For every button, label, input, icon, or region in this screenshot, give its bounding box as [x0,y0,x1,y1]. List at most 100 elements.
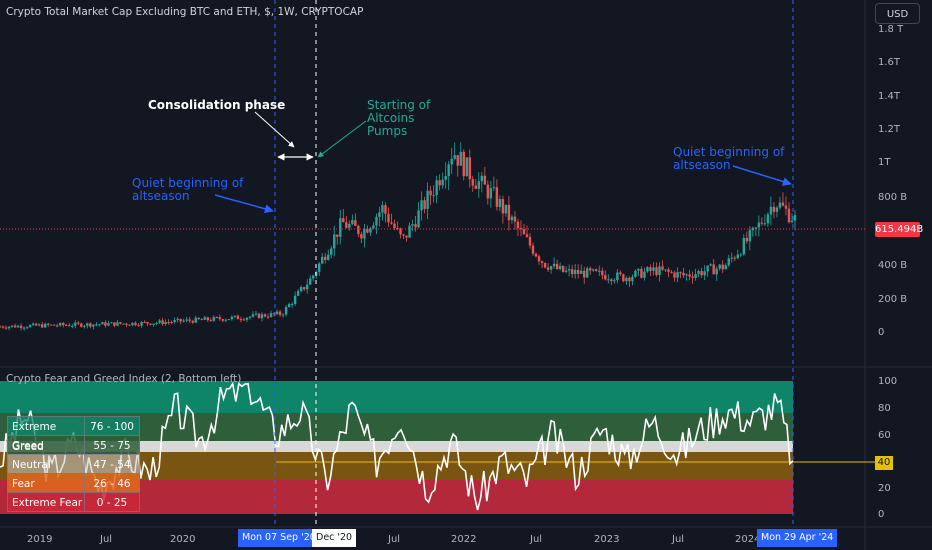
time-axis-highlight-apr-2024[interactable]: Mon 29 Apr '24 [757,529,838,547]
candle-body [345,222,348,228]
candle-body [299,287,303,292]
candle-body [19,325,23,328]
zone-neutral [0,441,793,452]
candle-body [197,317,200,320]
candle-body [10,325,14,327]
annotation-quiet-left[interactable]: Quiet beginning of altseason [132,176,244,203]
indicator-title[interactable]: Crypto Fear and Greed Index (2, Bottom l… [6,373,242,385]
candle-body [598,270,601,272]
time-axis-label: 2024 [735,534,761,545]
candle-body [4,327,8,329]
candle-body [134,322,137,326]
candle-body [637,268,640,271]
candle-body [534,253,538,257]
candle-body [435,180,438,196]
altcoin-pumps-arrow[interactable] [317,120,367,158]
candle-body [293,295,297,304]
candle-body [146,322,149,324]
indicator-axis-label: 80 [878,403,891,414]
indicator-value-tag: 40 [875,456,893,470]
legend-label: Extreme Fear [8,493,85,511]
candle-body [790,220,794,223]
candle-body [745,237,749,242]
candle-body [414,224,417,228]
chart-title[interactable]: Crypto Total Market Cap Excluding BTC an… [6,6,364,18]
candle-body [233,315,237,317]
candle-body [149,323,152,325]
candle-body [691,276,694,278]
candle-body [324,256,327,260]
candle-body [366,228,369,233]
candle-body [53,324,56,326]
candle-body [176,318,179,321]
candle-body [393,223,396,228]
candle-body [245,317,249,320]
candle-body [137,325,140,327]
candle-body [77,322,80,324]
candle-body [468,157,471,180]
price-axis-label: 1.8 T [878,24,904,35]
candle-body [573,269,577,275]
candle-body [531,245,535,254]
time-axis-label: 2022 [451,534,477,545]
candle-body [658,266,661,275]
time-axis-label: 2023 [594,534,620,545]
candle-body [305,284,309,290]
annotation-quiet-right[interactable]: Quiet beginning of altseason [673,145,785,172]
candle-body [589,268,592,271]
legend-label: Extreme Greed [8,417,85,453]
candle-body [236,315,240,320]
candle-body [766,214,770,224]
candle-body [471,179,474,186]
candle-body [287,304,291,308]
candle-body [182,320,185,322]
candle-body [601,270,604,276]
candle-body [275,311,279,315]
candle-body [522,229,526,235]
candle-body [613,280,616,282]
candle-body [215,316,219,318]
consolidation-pointer-arrow[interactable] [254,111,295,148]
annotation-altcoin-pumps[interactable]: Starting of Altcoins Pumps [367,98,431,138]
candle-body [34,323,38,326]
currency-button[interactable]: USD [875,3,920,24]
candle-body [402,234,405,236]
candle-body [625,277,628,282]
annotation-consolidation[interactable]: Consolidation phase [148,98,286,112]
quiet-left-arrow[interactable] [214,194,274,214]
candle-body [25,327,29,329]
candle-body [715,268,718,275]
time-axis-highlight-sep-2020[interactable]: Mon 07 Sep '20 [238,529,320,547]
candle-body [552,263,556,267]
candle-body [682,272,685,276]
candle-body [483,175,487,185]
legend-range: 47 - 54 [93,459,131,471]
candle-body [685,274,688,276]
time-axis-label: Jul [530,534,543,545]
candle-body [161,320,164,325]
candle-body [248,316,252,318]
candle-body [281,314,285,316]
candle-body [742,237,746,255]
quiet-right-arrow[interactable] [732,165,792,186]
candle-body [453,155,456,159]
candle-body [712,264,715,275]
candle-body [122,323,125,325]
candle-body [763,223,767,225]
legend-range: 76 - 100 [90,421,134,433]
candle-body [561,265,565,272]
candle-body [140,322,143,326]
candle-body [673,272,676,278]
candle-body [583,270,586,278]
legend-row-greed: Greed 55 - 75 [7,435,140,455]
candle-body [730,257,733,259]
candle-body [221,319,225,321]
candle-body [667,269,670,272]
candle-body [0,326,2,328]
time-axis-highlight-dec-2020[interactable]: Dec '20 [312,529,357,547]
legend-range: 26 - 46 [93,478,131,490]
candle-body [778,202,782,208]
time-axis-label: Jul [388,534,401,545]
candle-body [775,207,779,212]
candle-body [28,325,32,328]
